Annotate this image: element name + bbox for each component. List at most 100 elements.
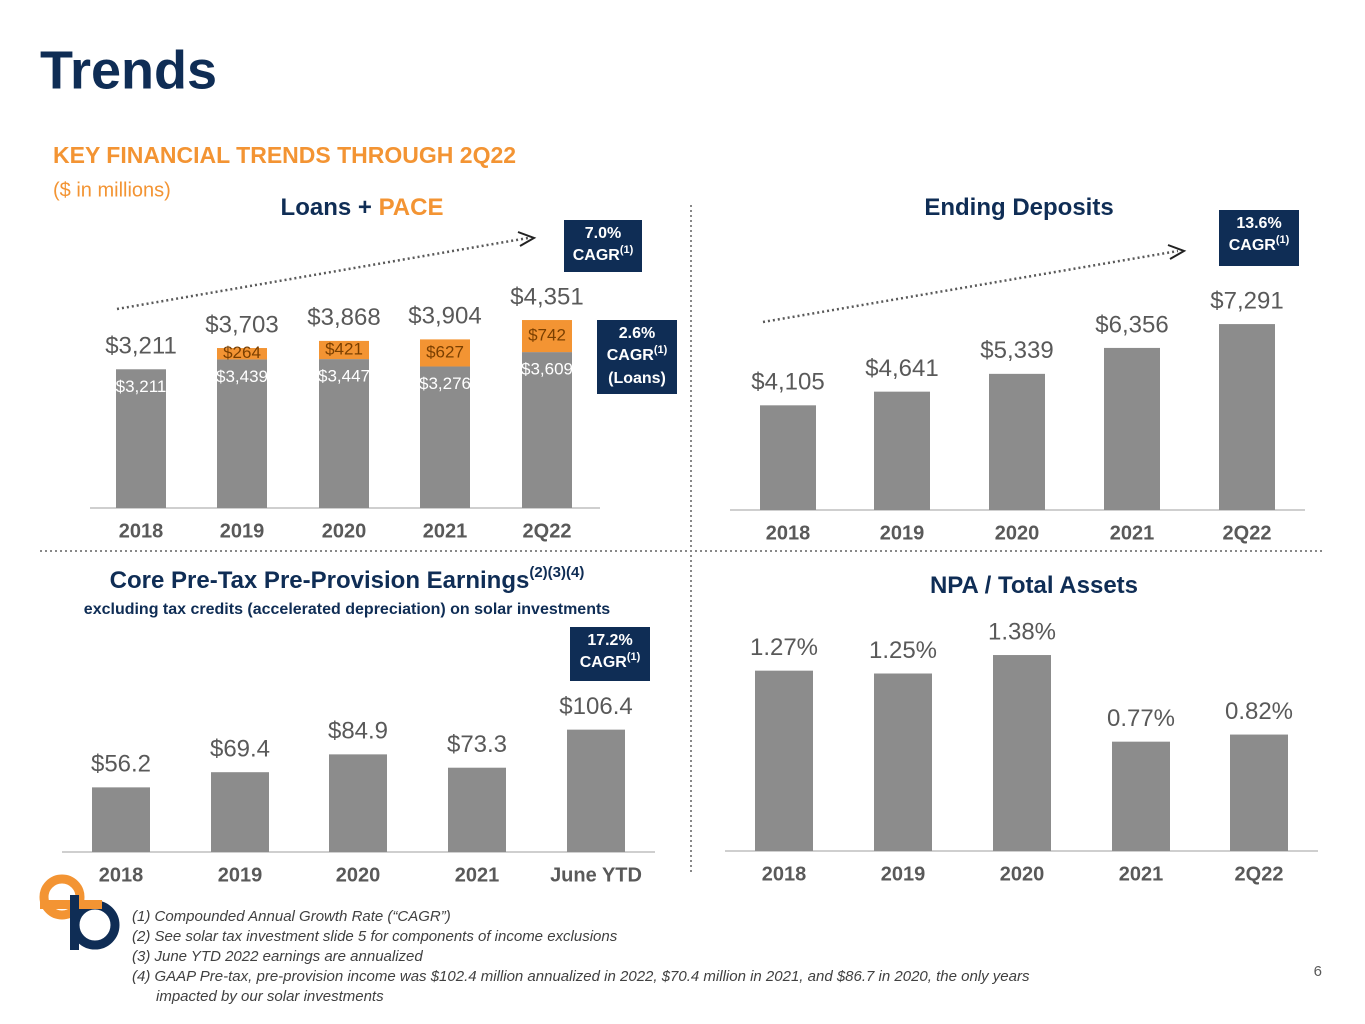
- bar-segment: [116, 369, 166, 508]
- value-label: $69.4: [210, 736, 270, 763]
- badge-sup: (1): [654, 344, 668, 356]
- chart-title-text: Loans +: [281, 194, 372, 221]
- total-label: $3,868: [307, 304, 380, 331]
- segment-label: $742: [528, 326, 566, 345]
- slide-title: Trends: [40, 40, 217, 100]
- x-tick-label: 2019: [220, 520, 265, 542]
- bar: [211, 772, 269, 852]
- x-tick-label: 2Q22: [1223, 522, 1272, 544]
- cagr-badge: [570, 627, 650, 681]
- badge-label: CAGR(1): [607, 344, 668, 364]
- badge-note: (Loans): [608, 370, 666, 387]
- x-tick-label: 2021: [455, 864, 500, 886]
- value-label: $7,291: [1210, 287, 1283, 314]
- x-tick-label: 2021: [1110, 522, 1155, 544]
- segment-label: $421: [325, 339, 363, 358]
- badge-sup: (1): [1276, 234, 1290, 246]
- x-tick-label: 2018: [766, 522, 811, 544]
- bar-segment: [217, 359, 267, 508]
- total-label: $3,211: [105, 333, 177, 360]
- value-label: 0.82%: [1225, 698, 1293, 725]
- x-tick-label: 2019: [218, 864, 263, 886]
- chart-title: Ending Deposits: [924, 194, 1113, 221]
- value-label: $106.4: [559, 693, 632, 720]
- footnote: (3) June YTD 2022 earnings are annualize…: [132, 948, 423, 965]
- chart-title: Loans + PACE: [281, 194, 444, 221]
- x-tick-label: 2018: [99, 864, 144, 886]
- badge-label: CAGR(1): [580, 651, 641, 671]
- badge-sup: (1): [627, 651, 641, 663]
- chart-title-text: NPA / Total Assets: [930, 572, 1138, 599]
- value-label: $4,641: [865, 355, 938, 382]
- badge-value: 2.6%: [619, 325, 655, 342]
- bar: [1230, 734, 1288, 851]
- footnote: (2) See solar tax investment slide 5 for…: [132, 928, 618, 945]
- segment-label: $3,609: [521, 360, 573, 379]
- value-label: $5,339: [980, 337, 1053, 364]
- bar: [329, 754, 387, 852]
- x-tick-label: 2Q22: [1235, 863, 1284, 885]
- trend-arrow: [116, 236, 529, 311]
- value-label: $84.9: [328, 718, 388, 745]
- bar-segment: [420, 339, 470, 367]
- value-label: $56.2: [91, 751, 151, 778]
- x-tick-label: 2019: [881, 863, 926, 885]
- trend-arrowhead: [1167, 244, 1187, 260]
- value-label: 1.38%: [988, 618, 1056, 645]
- badge-sup: (1): [620, 244, 634, 256]
- badge-label: CAGR(1): [1229, 234, 1290, 254]
- badge-label-text: CAGR: [607, 347, 655, 364]
- bar-segment: [522, 352, 572, 508]
- cagr-badge: [597, 320, 677, 394]
- bar: [874, 391, 930, 510]
- value-label: $6,356: [1095, 311, 1168, 338]
- value-label: $73.3: [447, 731, 507, 758]
- bar: [760, 405, 816, 510]
- trend-arrow: [762, 249, 1179, 324]
- bar: [1112, 741, 1170, 851]
- bar-segment: [420, 366, 470, 508]
- bar-segment: [522, 320, 572, 353]
- badge-value: 7.0%: [585, 225, 621, 242]
- total-label: $4,351: [510, 283, 583, 310]
- units-note: ($ in millions): [53, 179, 171, 201]
- x-tick-label: June YTD: [550, 864, 642, 886]
- bar: [755, 670, 813, 851]
- bar: [448, 767, 506, 852]
- segment-label: $627: [426, 342, 464, 361]
- x-tick-label: 2020: [1000, 863, 1045, 885]
- footnote: impacted by our solar investments: [156, 988, 384, 1005]
- bar-segment: [319, 359, 369, 508]
- x-tick-label: 2020: [336, 864, 381, 886]
- x-tick-label: 2021: [423, 520, 468, 542]
- trend-arrowhead: [517, 231, 537, 247]
- value-label: 0.77%: [1107, 705, 1175, 732]
- total-label: $3,703: [205, 311, 278, 338]
- badge-label-text: CAGR: [573, 247, 621, 264]
- badge-label-text: CAGR: [1229, 237, 1277, 254]
- cagr-badge: [564, 220, 642, 272]
- bar: [92, 787, 150, 852]
- segment-label: $3,447: [318, 367, 370, 386]
- bar: [1104, 347, 1160, 510]
- footnote: (1) Compounded Annual Growth Rate (“CAGR…: [132, 908, 451, 925]
- bar: [874, 673, 932, 851]
- chart-title-text: Core Pre-Tax Pre-Provision Earnings: [110, 567, 530, 594]
- cagr-badge: [1219, 210, 1299, 266]
- x-tick-label: 2021: [1119, 863, 1164, 885]
- bar: [993, 655, 1051, 851]
- x-tick-label: 2019: [880, 522, 925, 544]
- page-number: 6: [1314, 963, 1322, 980]
- badge-label-text: CAGR: [580, 654, 628, 671]
- bar-segment: [217, 348, 267, 360]
- value-label: $4,105: [751, 369, 824, 396]
- bar: [567, 729, 625, 852]
- chart-subtitle: excluding tax credits (accelerated depre…: [84, 601, 611, 618]
- total-label: $3,904: [408, 303, 481, 330]
- chart-title-highlight: PACE: [379, 194, 444, 221]
- bar: [989, 373, 1045, 510]
- badge-label: CAGR(1): [573, 244, 634, 264]
- value-label: 1.25%: [869, 637, 937, 664]
- segment-label: $3,276: [419, 374, 471, 393]
